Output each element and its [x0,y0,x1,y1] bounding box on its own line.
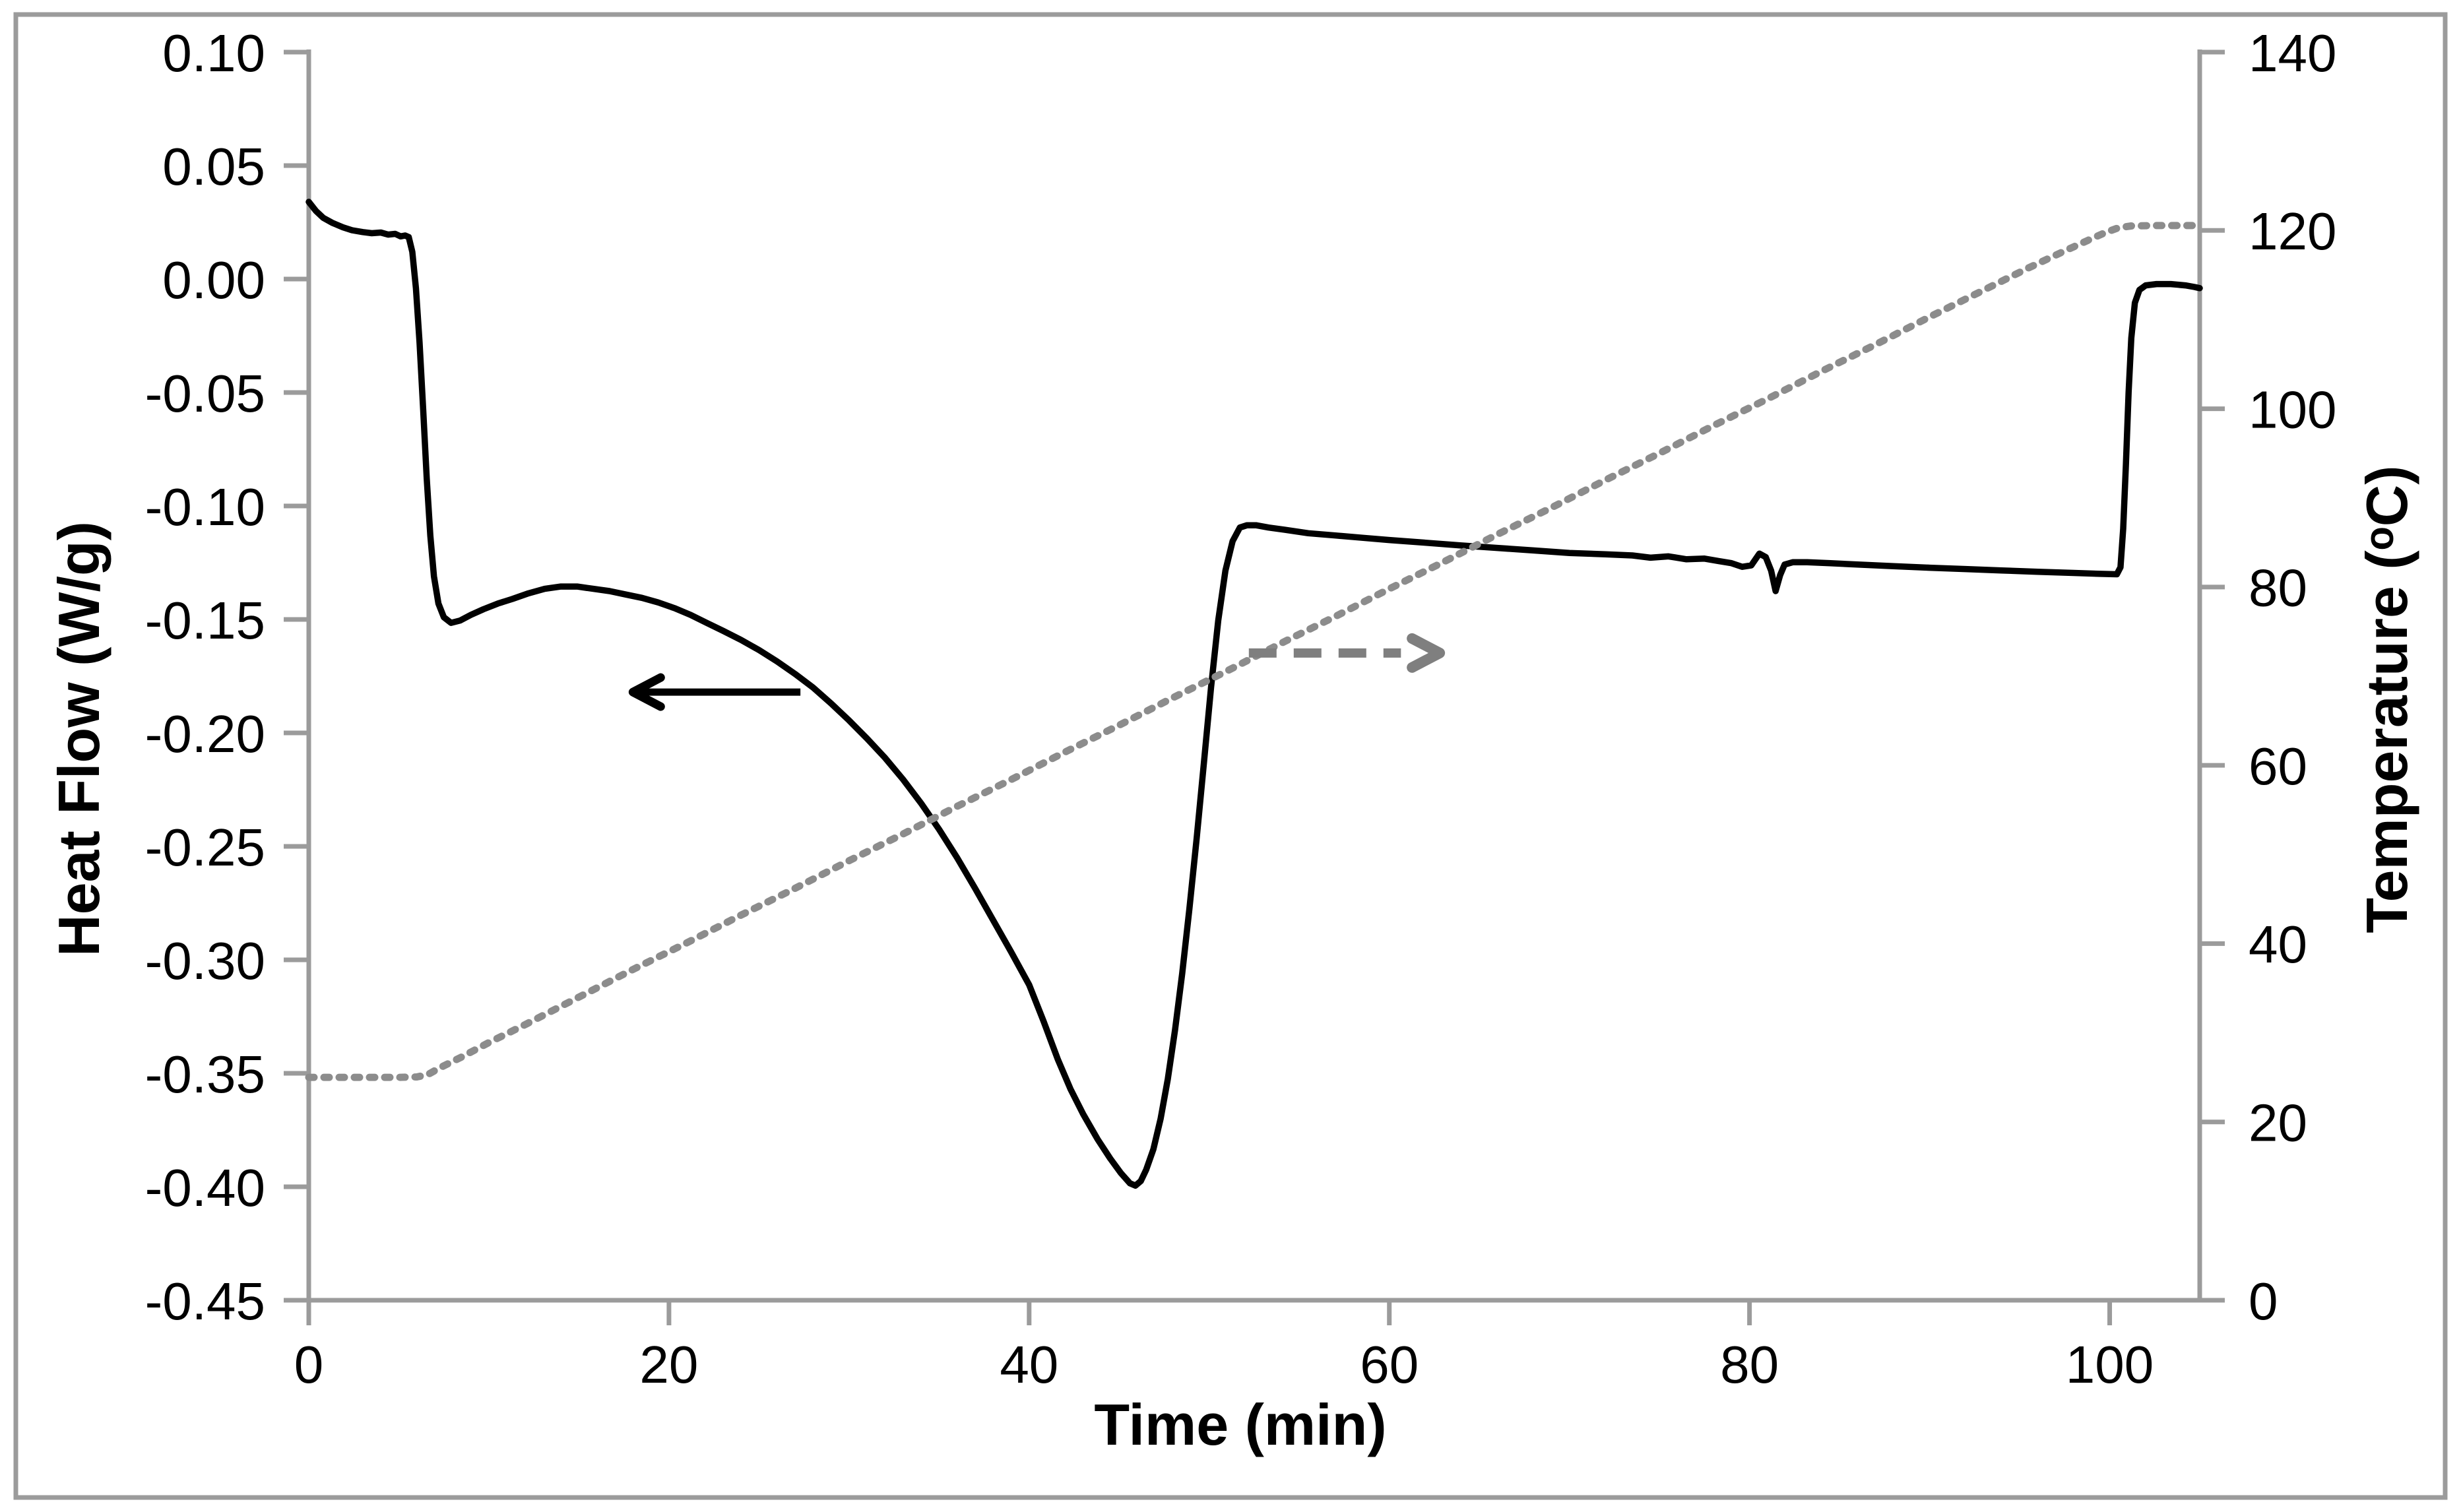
right-axis-tick-label: 40 [2249,915,2307,974]
left-axis-tick-label: 0.10 [162,24,265,82]
right-axis-tick-label: 20 [2249,1094,2307,1152]
tick-labels: 0.10 0.05 0.00 -0.05 -0.10 -0.15 -0.20 -0.25 -0.… [145,24,2337,1394]
left-axis-tick-label: 0.05 [162,137,265,196]
left-axis-tick-label: -0.15 [145,591,265,650]
right-axis-title: Temperature (ᵒC) [2354,465,2419,933]
x-axis-tick-label: 80 [1720,1335,1779,1394]
temperature-arrow-head [1407,633,1446,673]
x-axis-tick-label: 0 [294,1335,324,1394]
annotation-arrows [628,633,1446,711]
left-axis-tick-label: -0.20 [145,705,265,763]
right-axis-tick-label: 140 [2249,24,2336,82]
figure-border [13,12,2448,1500]
left-axis-tick-label: -0.10 [145,478,265,536]
right-axis-tick-label: 60 [2249,737,2307,796]
x-axis-tick-label: 100 [2066,1335,2154,1394]
series-lines [305,199,2204,1189]
axes [306,49,2202,1303]
right-axis-tick-label: 0 [2249,1272,2278,1331]
right-axis-tick-label: 120 [2249,202,2336,261]
left-axis-tick-label: -0.25 [145,818,265,877]
x-axis-title: Time (min) [1094,1392,1386,1457]
left-axis-tick-label: 0.00 [162,251,265,309]
x-axis-tick-label: 60 [1360,1335,1419,1394]
left-axis-tick-label: -0.05 [145,364,265,423]
left-axis-tick-label: -0.40 [145,1158,265,1217]
heat-flow-arrow-head [628,673,665,711]
x-axis-tick-label: 20 [639,1335,698,1394]
tick-marks [284,49,2225,1325]
left-axis-tick-label: -0.35 [145,1045,265,1104]
left-axis-tick-label: -0.45 [145,1272,265,1331]
right-axis-tick-label: 100 [2249,380,2336,439]
temperature-series-line [305,222,2204,1081]
heat-flow-arrow [628,673,801,711]
temperature-arrow [1248,633,1446,673]
x-axis-tick-label: 40 [1000,1335,1058,1394]
heat-flow-series-line [305,199,2203,1189]
right-axis-tick-label: 80 [2249,559,2307,617]
left-axis-tick-label: -0.30 [145,931,265,990]
left-axis-title: Heat Flow (W/g) [46,521,112,957]
